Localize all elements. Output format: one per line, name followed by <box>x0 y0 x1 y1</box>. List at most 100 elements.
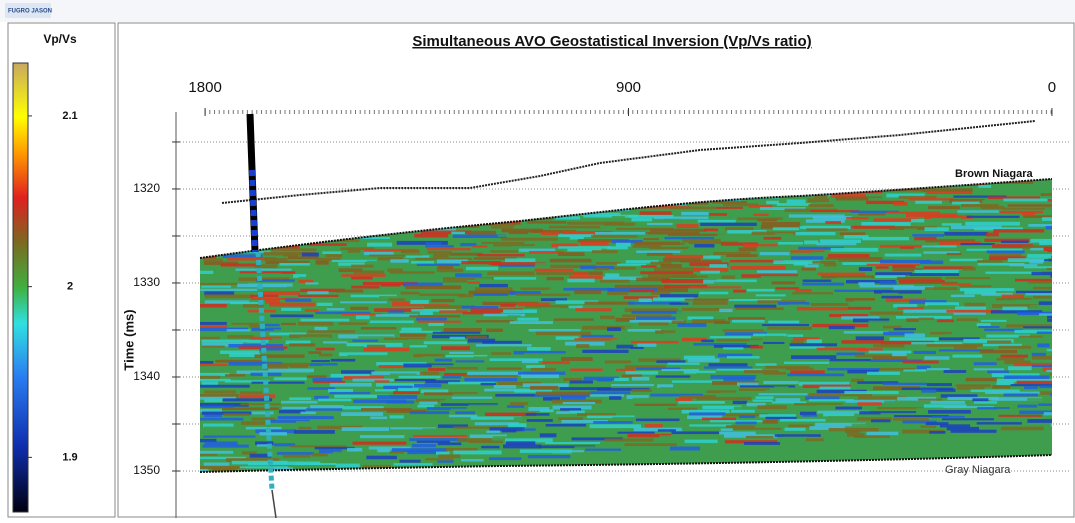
texture <box>650 229 706 232</box>
texture <box>963 252 979 255</box>
texture <box>753 400 773 402</box>
texture <box>1017 405 1037 408</box>
texture <box>661 264 682 268</box>
texture <box>351 265 373 268</box>
texture <box>746 310 796 312</box>
texture <box>377 449 390 452</box>
texture <box>660 294 698 297</box>
texture <box>330 383 372 387</box>
texture <box>784 362 829 364</box>
texture <box>974 362 997 365</box>
texture <box>312 453 327 456</box>
texture <box>300 268 322 270</box>
texture <box>944 370 967 373</box>
texture <box>603 277 642 281</box>
texture <box>541 307 561 310</box>
texture <box>609 396 621 400</box>
texture <box>387 418 444 422</box>
texture <box>739 415 755 418</box>
x-tick-label: 1800 <box>188 79 221 96</box>
texture <box>455 273 482 277</box>
texture <box>503 310 537 313</box>
y-tick-label: 1320 <box>133 181 160 195</box>
texture <box>853 300 885 303</box>
texture <box>787 334 803 336</box>
texture <box>300 319 349 322</box>
texture <box>394 463 433 465</box>
texture <box>294 430 335 434</box>
texture <box>307 375 327 378</box>
texture <box>560 408 581 411</box>
texture <box>341 370 374 374</box>
texture <box>928 206 960 209</box>
texture <box>820 240 861 244</box>
texture <box>546 424 586 427</box>
texture <box>795 289 812 292</box>
texture <box>585 302 635 305</box>
texture <box>662 327 712 331</box>
texture <box>870 312 903 315</box>
texture <box>341 412 383 416</box>
texture <box>574 338 617 340</box>
texture <box>914 270 958 273</box>
texture <box>980 350 1017 353</box>
texture <box>685 299 734 301</box>
texture <box>464 378 517 382</box>
texture <box>314 327 327 331</box>
texture <box>767 330 791 332</box>
texture <box>254 384 296 387</box>
texture <box>726 254 757 257</box>
texture <box>919 318 934 321</box>
texture <box>296 421 336 424</box>
texture <box>668 408 697 410</box>
texture <box>540 433 557 437</box>
texture <box>788 424 813 427</box>
texture <box>198 418 243 421</box>
texture <box>739 388 770 391</box>
texture <box>930 401 965 404</box>
texture <box>357 438 408 440</box>
texture <box>632 377 649 381</box>
texture <box>199 385 249 388</box>
texture <box>240 403 280 405</box>
texture <box>808 393 842 396</box>
texture <box>618 432 655 434</box>
texture <box>898 403 928 406</box>
texture <box>341 274 385 277</box>
texture <box>605 360 631 363</box>
texture <box>826 257 883 260</box>
texture <box>723 347 743 349</box>
texture <box>883 383 927 385</box>
texture <box>670 303 689 305</box>
texture <box>611 384 654 386</box>
texture <box>393 424 417 426</box>
texture <box>634 404 676 406</box>
texture <box>323 341 347 343</box>
texture <box>410 345 427 347</box>
texture <box>574 290 601 294</box>
texture <box>790 343 837 346</box>
texture <box>893 418 929 421</box>
texture <box>510 402 528 405</box>
texture <box>351 286 379 289</box>
texture <box>591 235 637 237</box>
y-tick-label: 1330 <box>133 275 160 289</box>
texture <box>217 270 232 273</box>
texture <box>428 323 444 326</box>
texture <box>452 397 492 399</box>
texture <box>318 438 357 442</box>
texture <box>616 243 631 247</box>
texture <box>477 254 525 256</box>
texture <box>410 411 449 414</box>
texture <box>787 373 844 376</box>
colorbar-tick-label: 2.1 <box>62 110 77 122</box>
texture <box>641 265 657 267</box>
texture <box>316 261 329 265</box>
texture <box>871 419 890 422</box>
texture <box>580 242 608 245</box>
texture <box>313 381 345 383</box>
texture <box>595 232 648 235</box>
texture <box>764 237 782 240</box>
texture <box>813 216 852 220</box>
texture <box>476 344 532 346</box>
